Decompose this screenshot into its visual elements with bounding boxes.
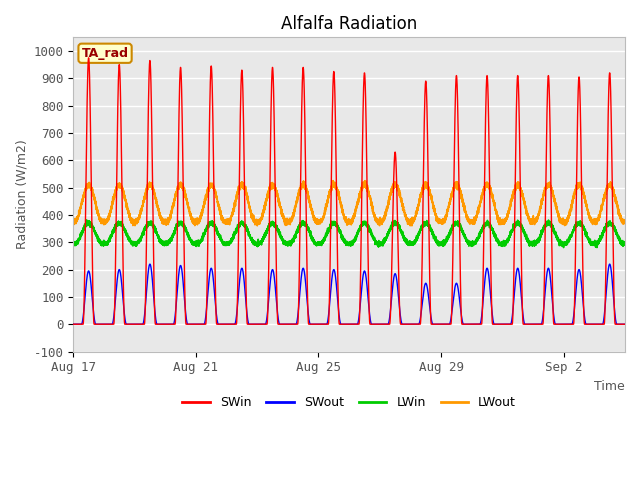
LWin [525,240,533,246]
X-axis label: Time: Time [595,380,625,393]
SWin [84,55,92,60]
SWin [302,175,310,181]
LWout [621,219,629,225]
LWout [505,208,513,214]
Line: LWin: LWin [73,220,625,248]
LWin [483,221,491,227]
SWout [621,321,629,327]
LWout [69,216,77,222]
Y-axis label: Radiation (W/m2): Radiation (W/m2) [15,140,28,249]
LWin [505,235,513,241]
Line: LWout: LWout [73,180,625,226]
Line: SWout: SWout [73,264,625,324]
LWout [302,184,310,190]
SWin [69,321,77,327]
LWin [287,238,294,244]
LWout [408,223,416,228]
SWout [302,280,310,286]
SWout [505,321,513,327]
SWin [525,321,533,327]
LWout [329,178,337,183]
LWout [510,188,518,193]
LWin [302,221,310,227]
Legend: SWin, SWout, LWin, LWout: SWin, SWout, LWin, LWout [177,391,521,414]
LWin [510,224,518,229]
LWin [69,240,77,246]
LWin [621,241,629,247]
SWin [505,321,513,327]
SWin [483,74,491,80]
SWout [606,261,614,267]
SWout [483,265,491,271]
SWout [69,321,77,327]
LWin [560,245,568,251]
SWout [286,321,294,327]
LWout [484,182,492,188]
SWout [525,321,533,327]
LWout [286,222,294,228]
LWin [83,217,90,223]
Title: Alfalfa Radiation: Alfalfa Radiation [281,15,417,33]
Line: SWin: SWin [73,58,625,324]
SWin [287,321,294,327]
Text: TA_rad: TA_rad [81,47,129,60]
SWin [621,321,629,327]
SWout [510,296,518,301]
SWin [510,262,518,267]
LWout [525,217,533,223]
